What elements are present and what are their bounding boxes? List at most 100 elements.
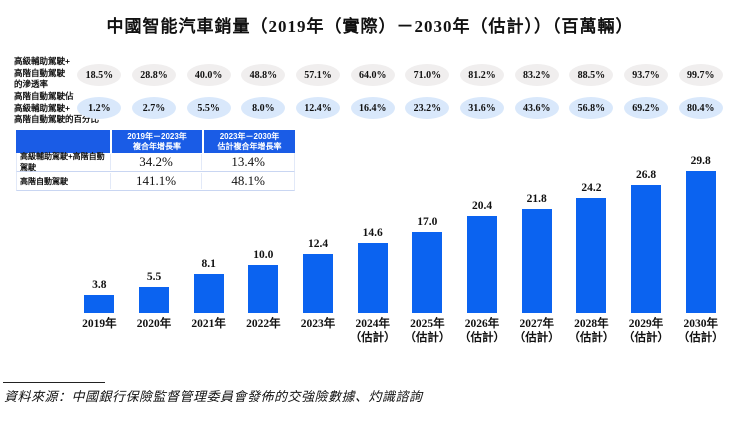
x-tick-year: 2029年 (628, 318, 664, 330)
penetration-rate-pill: 48.8% (241, 64, 286, 86)
autonomous-share-pill: 8.0% (241, 97, 286, 119)
autonomous-share-pill: 80.4% (678, 97, 723, 119)
cagr-header-col1-line1: 2019年－2023年 (127, 131, 187, 141)
autonomous-share-pill: 5.5% (186, 97, 231, 119)
cagr-header-col2-line2: 估計複合年增長率 (217, 141, 282, 151)
penetration-rate-pill-cell: 57.1% (291, 64, 346, 86)
bar-value-label: 8.1 (201, 258, 216, 270)
autonomous-share-pill-cell: 2.7% (127, 97, 182, 119)
bar-chart: 3.8 5.5 8.1 10.0 12.4 14.6 17.0 20.4 21.8 24.2 26.… (72, 153, 728, 313)
bar-value-label: 17.0 (417, 216, 438, 228)
chart-column-2029年: 26.8 (619, 169, 674, 313)
bar-2020年 (139, 287, 169, 313)
x-tick-2019年: 2019年 (72, 317, 127, 345)
autonomous-share-pill-cell: 23.2% (400, 97, 455, 119)
autonomous-share-pill: 16.4% (350, 97, 395, 119)
penetration-rate-pill-cell: 93.7% (619, 64, 674, 86)
x-tick-estimate-note: （估計） (459, 332, 506, 344)
autonomous-share-pill-cell: 8.0% (236, 97, 291, 119)
penetration-rate-pill-cell: 18.5% (72, 64, 127, 86)
x-tick-estimate-note: （估計） (623, 332, 670, 344)
chart-column-2024年: 14.6 (345, 227, 400, 313)
bar-value-label: 5.5 (146, 271, 162, 283)
bar-value-label: 24.2 (581, 182, 602, 194)
penetration-rate-pill: 18.5% (77, 64, 122, 86)
source-note: 資料來源：中國銀行保險監督管理委員會發佈的交強險數據、灼識諮詢 (4, 389, 423, 404)
x-tick-year: 2027年 (519, 318, 554, 330)
x-tick-2029年: 2029年 （估計） (619, 317, 674, 345)
cagr-header-2019-2023: 2019年－2023年 複合年增長率 (110, 130, 202, 153)
x-tick-2022年: 2022年 (236, 317, 291, 345)
x-tick-2021年: 2021年 (181, 317, 236, 345)
autonomous-share-pill: 23.2% (405, 97, 450, 119)
cagr-table-row: 高級輔助駕駛+高階自動駕駛 34.2% 13.4% (16, 152, 295, 172)
x-tick-year: 2025年 (410, 318, 445, 330)
cagr-table: 2019年－2023年 複合年增長率 2023年－2030年 估計複合年增長率 … (16, 130, 295, 191)
chart-column-2023年: 12.4 (291, 238, 346, 313)
x-tick-estimate-note: （估計） (568, 332, 615, 344)
cagr-table-header: 2019年－2023年 複合年增長率 2023年－2030年 估計複合年增長率 (16, 130, 295, 153)
autonomous-share-pill-cell: 80.4% (673, 97, 728, 119)
bar-2022年 (248, 265, 279, 313)
autonomous-share-pill-cell: 12.4% (291, 97, 346, 119)
x-tick-2030年: 2030年 （估計） (673, 317, 728, 345)
autonomous-share-pill: 43.6% (514, 97, 559, 119)
x-tick-year: 2023年 (300, 318, 336, 330)
x-tick-2025年: 2025年 （估計） (400, 317, 455, 345)
autonomous-share-pill-cell: 5.5% (181, 97, 236, 119)
penetration-rate-values-row: 18.5% 28.8% 40.0% 48.8% 57.1% 64.0% 71.0% 81.2%… (72, 64, 728, 86)
penetration-rate-pill: 28.8% (132, 64, 176, 86)
cagr-value: 34.2% (109, 154, 202, 170)
bar-value-label: 14.6 (362, 227, 383, 239)
x-tick-2020年: 2020年 (127, 317, 182, 345)
x-tick-year: 2028年 (574, 318, 609, 330)
x-tick-2027年: 2027年 （估計） (509, 317, 564, 345)
cagr-header-col1-line2: 複合年增長率 (133, 141, 181, 151)
cagr-row-label: 高級輔助駕駛+高階自動駕駛 (20, 152, 105, 172)
penetration-rate-pill-cell: 81.2% (455, 64, 510, 86)
autonomous-share-pill-cell: 69.2% (619, 97, 674, 119)
penetration-rate-pill-cell: 28.8% (127, 64, 182, 86)
autonomous-share-pill-cell: 31.6% (455, 97, 510, 119)
x-tick-year: 2026年 (464, 318, 500, 330)
bar-2021年 (193, 274, 224, 313)
cagr-value: 141.1% (109, 173, 202, 189)
bar-value-label: 20.4 (471, 200, 493, 212)
penetration-rate-label-line2: 高階自動駕駛 (14, 67, 66, 78)
bar-value-label: 21.8 (526, 193, 547, 205)
cagr-header-2023-2030: 2023年－2030年 估計複合年增長率 (202, 130, 295, 153)
chart-column-2030年: 29.8 (673, 155, 728, 313)
cagr-table-row: 高階自動駕駛 141.1% 48.1% (16, 172, 295, 191)
autonomous-share-pill: 56.8% (569, 97, 614, 119)
autonomous-share-pill-cell: 56.8% (564, 97, 619, 119)
bar-2025年 (412, 232, 443, 313)
cagr-header-col2-line1: 2023年－2030年 (219, 131, 280, 141)
chart-column-2019年: 3.8 (72, 279, 127, 313)
x-tick-2026年: 2026年 （估計） (455, 317, 510, 345)
chart-title: 中國智能汽車銷量（2019年（實際）－2030年（估計））（百萬輛） (106, 17, 634, 36)
autonomous-share-pill: 2.7% (132, 97, 176, 119)
x-tick-year: 2030年 (683, 318, 718, 330)
penetration-rate-pill: 57.1% (296, 64, 341, 86)
x-tick-2028年: 2028年 （估計） (564, 317, 619, 345)
cagr-header-empty-cell (16, 130, 110, 153)
chart-column-2028年: 24.2 (564, 182, 619, 313)
x-axis-labels: 2019年 2020年 2021年 2022年 2023年 2024年 （估計） 2025年 （… (72, 317, 728, 345)
chart-column-2020年: 5.5 (127, 271, 182, 313)
penetration-rate-pill-cell: 83.2% (509, 64, 564, 86)
autonomous-share-label-line2: 高級輔助駕駛+ (14, 102, 70, 113)
bar-2019年 (84, 295, 115, 313)
penetration-rate-pill: 40.0% (186, 64, 231, 86)
autonomous-share-pill-cell: 1.2% (72, 97, 127, 119)
cagr-row-label: 高階自動駕駛 (20, 176, 68, 186)
penetration-rate-pill-cell: 88.5% (564, 64, 619, 86)
bar-value-label: 3.8 (92, 279, 107, 291)
chart-column-2021年: 8.1 (181, 258, 236, 313)
x-tick-year: 2021年 (191, 318, 226, 330)
autonomous-share-pill: 12.4% (296, 97, 341, 119)
chart-column-2025年: 17.0 (400, 216, 455, 313)
x-tick-2024年: 2024年 （估計） (345, 317, 400, 345)
autonomous-share-pill: 31.6% (460, 97, 505, 119)
x-tick-2023年: 2023年 (291, 317, 346, 345)
